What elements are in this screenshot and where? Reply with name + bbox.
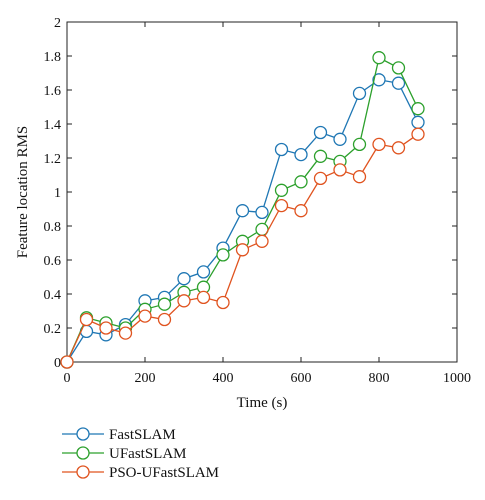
data-point-pso-ufastslam [216, 295, 230, 310]
data-point-fastslam [255, 205, 269, 220]
data-point-ufastslam [372, 51, 386, 65]
x-tick-label: 600 [291, 371, 312, 386]
data-point-pso-ufastslam [177, 294, 191, 308]
data-point-pso-ufastslam [274, 198, 289, 213]
x-tick-label: 400 [213, 371, 234, 386]
y-axis-title: Feature location RMS [15, 126, 31, 258]
data-point-pso-ufastslam [313, 171, 328, 186]
y-tick-label: 0.8 [44, 220, 62, 235]
x-tick-label: 0 [64, 371, 71, 386]
data-point-pso-ufastslam [157, 312, 172, 327]
data-point-ufastslam [216, 248, 230, 262]
y-tick-label: 0.4 [44, 288, 62, 303]
series-line-fastslam [66, 79, 419, 363]
data-point-ufastslam [274, 183, 289, 197]
data-point-fastslam [372, 73, 386, 87]
data-point-pso-ufastslam [294, 204, 308, 218]
legend-label-fastslam: FastSLAM [109, 427, 176, 443]
y-tick-label: 1.4 [44, 118, 62, 133]
data-point-ufastslam [157, 297, 172, 311]
data-point-pso-ufastslam [138, 309, 152, 323]
data-point-pso-ufastslam [391, 141, 406, 155]
y-tick-label: 1.6 [44, 84, 62, 99]
data-point-ufastslam [411, 102, 425, 116]
y-tick-label: 2 [54, 16, 61, 31]
data-point-ufastslam [294, 175, 308, 189]
data-point-pso-ufastslam [196, 290, 211, 305]
x-tick-label: 1000 [443, 371, 471, 386]
y-tick-label: 0.6 [44, 254, 62, 269]
y-tick-label: 0.2 [44, 322, 62, 337]
x-tick-label: 800 [369, 371, 390, 386]
data-point-fastslam [177, 272, 191, 286]
data-point-pso-ufastslam [333, 163, 347, 177]
data-point-fastslam [274, 142, 289, 157]
data-point-ufastslam [391, 61, 406, 75]
x-tick-label: 200 [135, 371, 156, 386]
data-point-fastslam [196, 265, 211, 279]
ticks: 0 200 400 600 800 1000 0 0.2 0.4 0.6 0.8 1 1.2 1.4 1.6… [44, 16, 472, 386]
legend: FastSLAM UFastSLAM PSO-UFastSLAM [62, 427, 219, 481]
legend-label-ufastslam: UFastSLAM [109, 446, 187, 462]
data-point-pso-ufastslam [352, 170, 367, 184]
data-point-fastslam [294, 147, 308, 162]
legend-marker-fastslam [76, 427, 90, 441]
data-point-ufastslam [352, 137, 367, 152]
data-point-fastslam [391, 76, 406, 90]
legend-label-pso-ufastslam: PSO-UFastSLAM [109, 465, 219, 481]
data-point-ufastslam [313, 149, 328, 163]
y-tick-label: 1.2 [44, 152, 62, 167]
x-axis-title: Time (s) [237, 395, 288, 411]
data-point-pso-ufastslam [255, 234, 269, 248]
legend-marker-ufastslam [76, 446, 90, 460]
data-point-fastslam [352, 86, 367, 101]
data-point-pso-ufastslam [411, 127, 425, 141]
data-point-fastslam [333, 132, 347, 146]
legend-marker-pso-ufastslam [76, 465, 90, 479]
data-point-pso-ufastslam [79, 312, 94, 327]
data-point-fastslam [313, 125, 328, 140]
y-tick-label: 1.8 [44, 50, 62, 65]
data-point-pso-ufastslam [60, 355, 74, 369]
data-point-fastslam [235, 204, 250, 218]
series-layer [60, 51, 425, 369]
data-point-pso-ufastslam [99, 321, 113, 335]
y-tick-label: 0 [54, 356, 61, 371]
data-point-pso-ufastslam [372, 137, 386, 152]
data-point-pso-ufastslam [235, 243, 250, 257]
y-tick-label: 1 [54, 186, 61, 201]
data-point-fastslam [411, 115, 425, 129]
data-point-pso-ufastslam [118, 326, 133, 340]
